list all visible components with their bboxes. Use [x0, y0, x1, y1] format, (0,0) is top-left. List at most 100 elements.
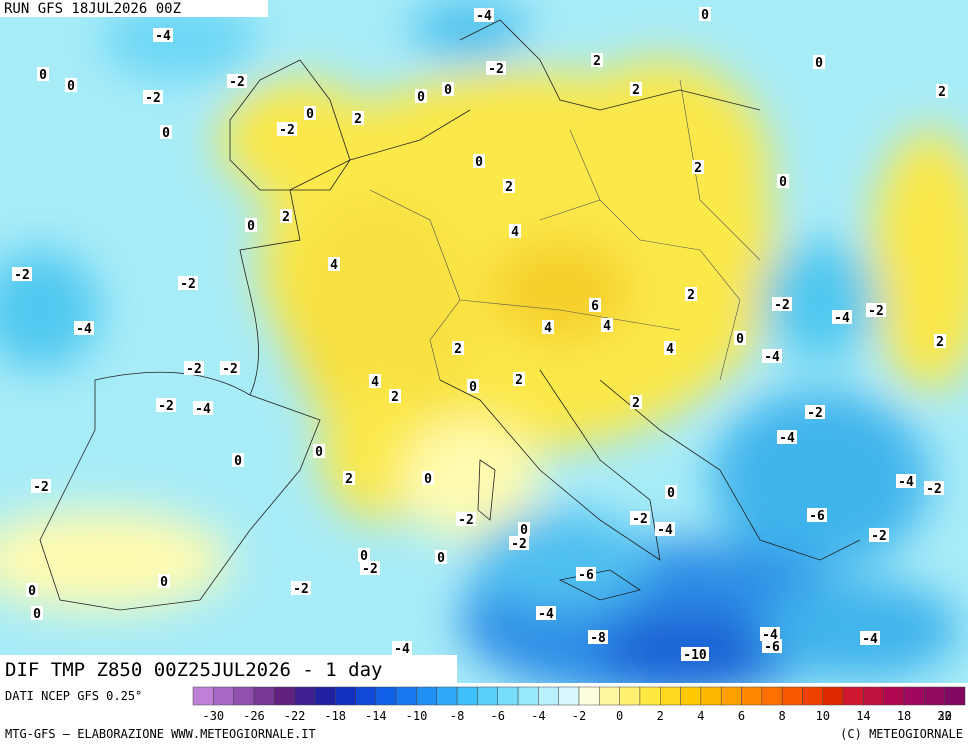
- contour-label-box: [352, 111, 364, 125]
- contour-label: 0: [520, 523, 528, 538]
- contour-label: -4: [657, 523, 673, 538]
- contour-label-box: [178, 276, 198, 290]
- colorbar-tick-label: 14: [856, 709, 870, 723]
- contour-label: -2: [293, 582, 309, 597]
- contour-label-box: [31, 606, 43, 620]
- contour-label: 0: [67, 79, 75, 94]
- contour-label-box: [156, 398, 176, 412]
- colorbar-tick-label: 10: [816, 709, 830, 723]
- colorbar-tick-label: -8: [450, 709, 464, 723]
- contour-label-box: [589, 298, 601, 312]
- contour-label-box: [630, 511, 650, 525]
- contour-label-box: [591, 53, 603, 67]
- contour-label: 4: [544, 321, 552, 336]
- contour-label-box: [762, 639, 782, 653]
- contour-label-box: [160, 125, 172, 139]
- contour-label: -6: [578, 568, 594, 583]
- colorbar-swatch: [314, 686, 336, 706]
- contour-label: 2: [632, 396, 640, 411]
- contour-label: 0: [424, 472, 432, 487]
- contour-label-box: [227, 74, 247, 88]
- colorbar-swatch: [842, 686, 864, 706]
- colorbar-swatch: [436, 686, 458, 706]
- contour-label-box: [328, 257, 340, 271]
- contour-label-box: [760, 627, 780, 641]
- colorbar-tick-label: 4: [697, 709, 704, 723]
- colorbar-tick-label: -18: [324, 709, 346, 723]
- contour-label: -6: [809, 509, 825, 524]
- contour-label: -4: [76, 322, 92, 337]
- contour-label: 0: [28, 584, 36, 599]
- contour-label: 2: [391, 390, 399, 405]
- contour-label-box: [777, 430, 797, 444]
- run-label: RUN GFS 18JUL2026 00Z: [4, 1, 181, 17]
- contour-label: -2: [807, 406, 823, 421]
- colorbar-swatch: [355, 686, 377, 706]
- colorbar-tick-label: -10: [406, 709, 428, 723]
- contour-label: 2: [632, 83, 640, 98]
- contour-label: -6: [764, 640, 780, 655]
- colorbar-tick-label: 6: [738, 709, 745, 723]
- contour-label-box: [509, 224, 521, 238]
- contour-label-box: [486, 61, 506, 75]
- contour-label-box: [772, 297, 792, 311]
- contour-label: -2: [229, 75, 245, 90]
- contour-label: 0: [315, 445, 323, 460]
- colorbar-swatch: [497, 686, 519, 706]
- contour-label: -2: [774, 298, 790, 313]
- contour-label-box: [777, 174, 789, 188]
- colorbar-tick-label: 0: [616, 709, 623, 723]
- contour-label: -4: [155, 29, 171, 44]
- colorbar-swatch: [680, 686, 702, 706]
- contour-label-box: [435, 550, 447, 564]
- colorbar-swatch: [619, 686, 641, 706]
- contour-label: -2: [926, 482, 942, 497]
- contour-label: -2: [222, 362, 238, 377]
- contour-label-box: [193, 401, 213, 415]
- contour-label-box: [153, 28, 173, 42]
- contour-label-box: [456, 512, 476, 526]
- contour-label: 0: [160, 575, 168, 590]
- contour-label: 0: [815, 56, 823, 71]
- contour-label: -4: [898, 475, 914, 490]
- colorbar-tick-label: -22: [284, 709, 306, 723]
- contour-label: 0: [247, 219, 255, 234]
- contour-label: -10: [683, 648, 707, 663]
- colorbar-tick-label: 30: [937, 709, 951, 723]
- contour-label: -2: [145, 91, 161, 106]
- contour-label: 2: [505, 180, 513, 195]
- contour-label: -4: [195, 402, 211, 417]
- colorbar-swatch: [822, 686, 844, 706]
- contour-label: -2: [279, 123, 295, 138]
- colorbar-swatch: [944, 686, 966, 706]
- contour-label: -4: [394, 642, 410, 657]
- contour-label: 0: [736, 332, 744, 347]
- contour-label-box: [655, 522, 675, 536]
- contour-label: 2: [354, 112, 362, 127]
- contour-label-box: [807, 508, 827, 522]
- contour-label-box: [934, 334, 946, 348]
- contour-label: -4: [862, 632, 878, 647]
- contour-label: -2: [488, 62, 504, 77]
- colorbar-swatch: [781, 686, 803, 706]
- coastlines: [39, 19, 861, 611]
- contour-label-box: [74, 321, 94, 335]
- contour-label-box: [518, 522, 530, 536]
- contour-label-box: [576, 567, 596, 581]
- colorbar-swatch: [456, 686, 478, 706]
- contour-label: 2: [938, 85, 946, 100]
- contour-label: -2: [33, 480, 49, 495]
- colorbar-swatch: [578, 686, 600, 706]
- colorbar-swatch: [274, 686, 295, 706]
- contour-label: 2: [282, 210, 290, 225]
- contour-label-box: [65, 78, 77, 92]
- contour-label-box: [143, 90, 163, 104]
- contour-label: 0: [162, 126, 170, 141]
- header-box: [0, 0, 268, 17]
- contour-label: -4: [764, 350, 780, 365]
- colorbar-swatch: [192, 686, 214, 706]
- contour-label-box: [12, 267, 32, 281]
- contour-label-box: [304, 106, 316, 120]
- colorbar-tick-label: -14: [365, 709, 387, 723]
